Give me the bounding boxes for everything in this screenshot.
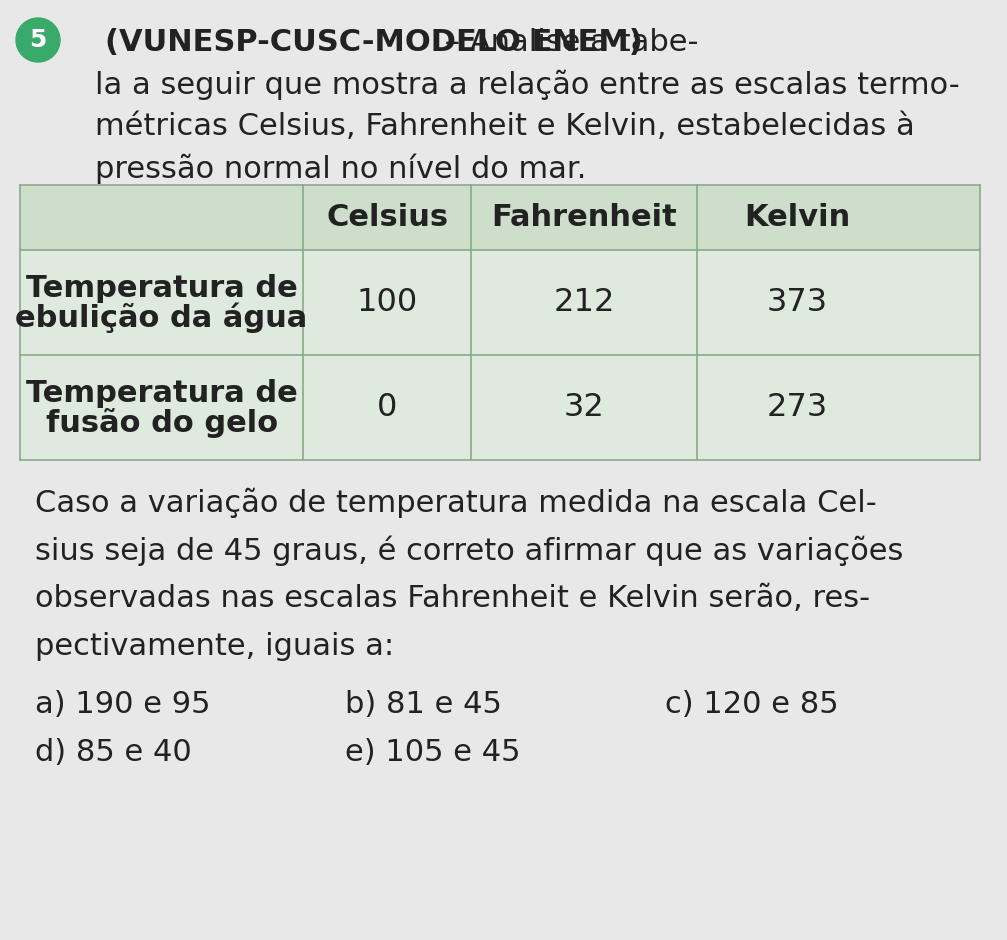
Text: métricas Celsius, Fahrenheit e Kelvin, estabelecidas à: métricas Celsius, Fahrenheit e Kelvin, e… <box>95 112 914 141</box>
Bar <box>20 250 980 354</box>
Text: d) 85 e 40: d) 85 e 40 <box>35 738 191 767</box>
Text: 5: 5 <box>29 28 46 52</box>
Text: pectivamente, iguais a:: pectivamente, iguais a: <box>35 632 394 661</box>
Text: fusão do gelo: fusão do gelo <box>45 408 278 438</box>
Text: sius seja de 45 graus, é correto afirmar que as variações: sius seja de 45 graus, é correto afirmar… <box>35 536 903 566</box>
Text: 212: 212 <box>553 287 614 318</box>
Text: la a seguir que mostra a relação entre as escalas termo-: la a seguir que mostra a relação entre a… <box>95 70 960 101</box>
Text: b) 81 e 45: b) 81 e 45 <box>345 690 501 718</box>
Text: e) 105 e 45: e) 105 e 45 <box>345 738 521 767</box>
Text: a) 190 e 95: a) 190 e 95 <box>35 690 210 718</box>
Bar <box>20 184 980 250</box>
Text: observadas nas escalas Fahrenheit e Kelvin serão, res-: observadas nas escalas Fahrenheit e Kelv… <box>35 584 870 613</box>
Text: 100: 100 <box>356 287 418 318</box>
Text: Caso a variação de temperatura medida na escala Cel-: Caso a variação de temperatura medida na… <box>35 488 877 518</box>
Text: ebulição da água: ebulição da água <box>15 303 308 334</box>
Circle shape <box>16 18 60 62</box>
Text: Fahrenheit: Fahrenheit <box>491 203 677 231</box>
Text: 0: 0 <box>377 392 398 423</box>
Text: pressão normal no nível do mar.: pressão normal no nível do mar. <box>95 154 586 184</box>
Text: (VUNESP-CUSC-MODELO ENEM): (VUNESP-CUSC-MODELO ENEM) <box>105 28 642 57</box>
Text: Temperatura de: Temperatura de <box>26 274 297 303</box>
Text: 273: 273 <box>767 392 828 423</box>
Text: Celsius: Celsius <box>326 203 448 231</box>
Text: c) 120 e 85: c) 120 e 85 <box>665 690 839 718</box>
Bar <box>20 354 980 460</box>
Text: Kelvin: Kelvin <box>744 203 851 231</box>
Text: 373: 373 <box>767 287 828 318</box>
Text: Temperatura de: Temperatura de <box>26 379 297 408</box>
Text: 32: 32 <box>564 392 604 423</box>
Text: – Analise a tabe-: – Analise a tabe- <box>435 28 699 57</box>
